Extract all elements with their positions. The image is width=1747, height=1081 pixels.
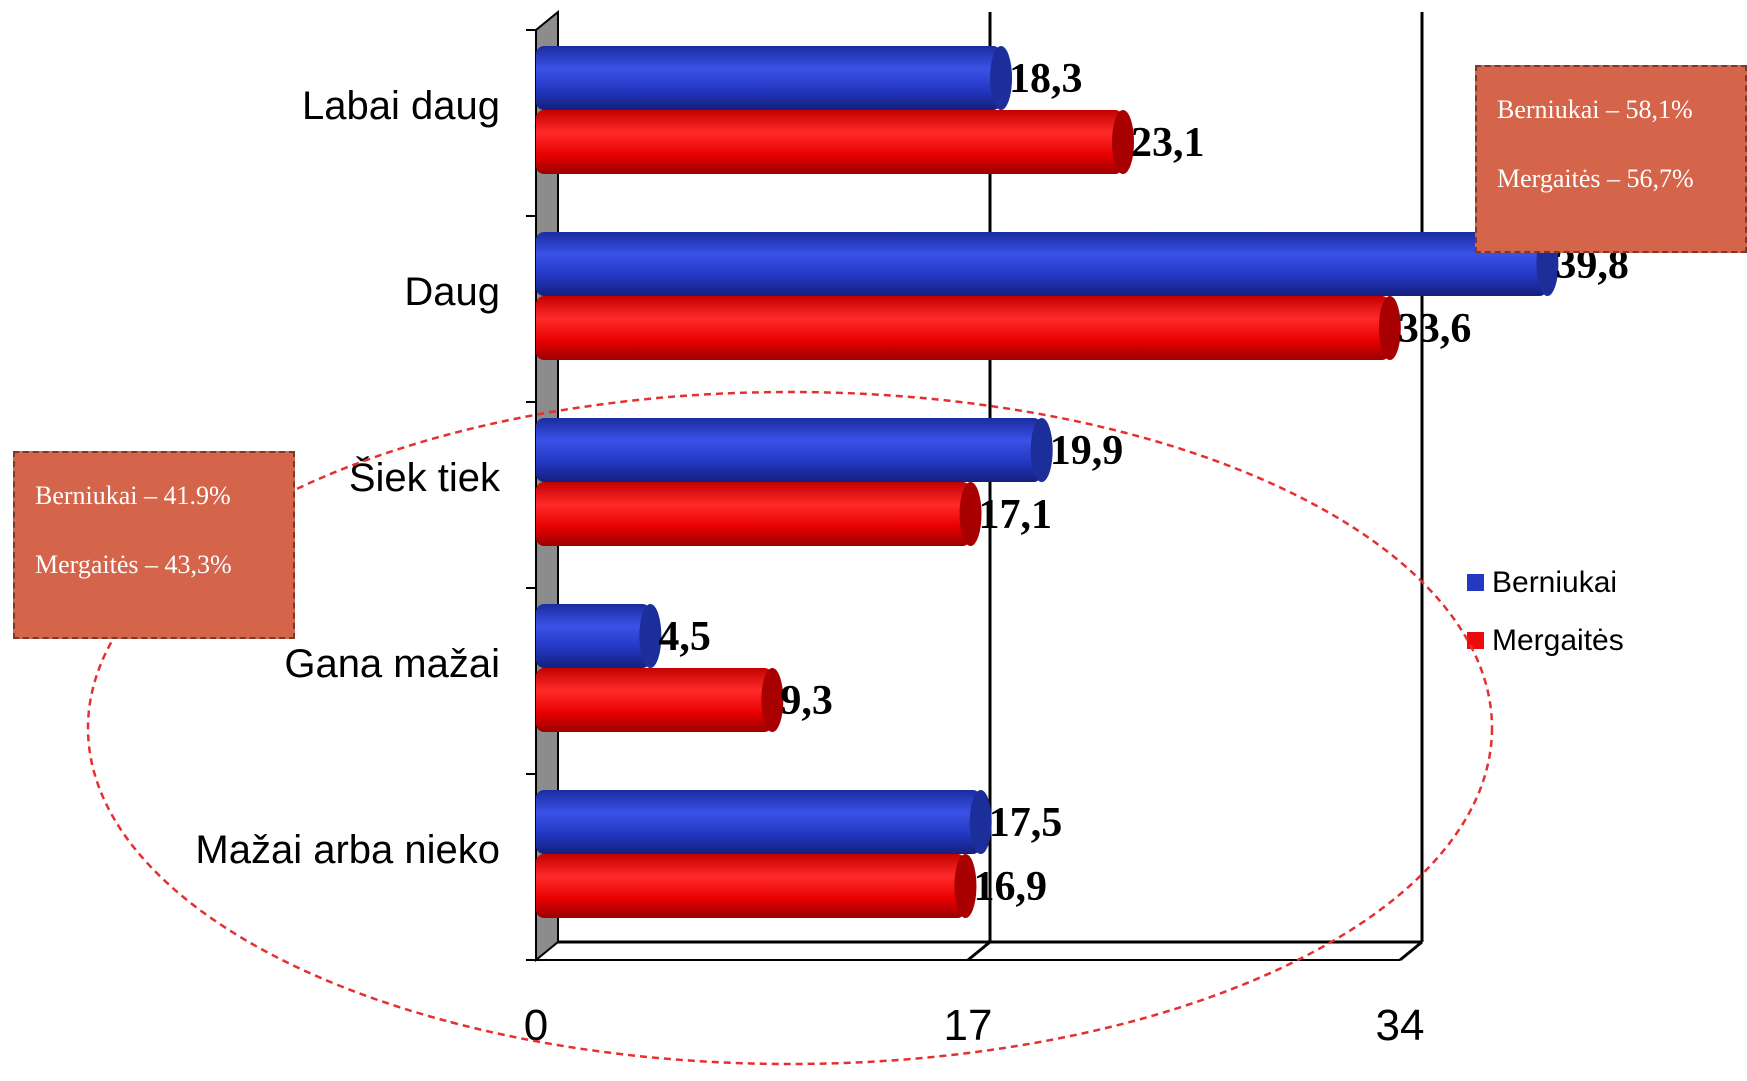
annotation-left-line1: Berniukai – 41.9% (35, 481, 231, 510)
x-tick-labels: 0 17 34 (524, 1001, 1425, 1050)
bar-cap-0-2 (1030, 418, 1053, 482)
bar-cap-1-2 (959, 482, 982, 546)
data-label-0-4: 17,5 (989, 800, 1062, 846)
bars (536, 46, 1559, 918)
legend: Berniukai Mergaitės (1467, 566, 1624, 657)
bar-1-2 (536, 482, 971, 546)
bar-cap-0-0 (990, 46, 1013, 110)
annotation-top-right-line1: Berniukai – 58,1% (1497, 95, 1693, 124)
bar-1-3 (536, 668, 773, 732)
bar-1-4 (536, 854, 966, 918)
axes (526, 29, 1423, 962)
legend-swatch-mergaites (1467, 632, 1484, 649)
data-label-1-2: 17,1 (979, 492, 1053, 538)
bar-cap-1-3 (761, 668, 784, 732)
annotation-box-top-right: Berniukai – 58,1% Mergaitės – 56,7% (1475, 65, 1747, 253)
annotation-top-right-line2: Mergaitės – 56,7% (1497, 164, 1694, 193)
x-tick-label-0: 0 (524, 1001, 548, 1050)
data-labels: 18,323,139,833,619,917,14,59,317,516,9 (658, 56, 1629, 910)
bar-cap-0-4 (969, 790, 992, 854)
data-label-1-3: 9,3 (780, 678, 833, 724)
bar-cap-0-3 (639, 604, 662, 668)
floor-connector-1 (967, 940, 991, 962)
bar-cap-1-0 (1112, 110, 1135, 174)
x-tick-label-1: 17 (944, 1001, 993, 1050)
legend-label-mergaites: Mergaitės (1492, 624, 1624, 657)
category-label-4: Mažai arba nieko (195, 828, 500, 872)
bar-cap-1-4 (954, 854, 977, 918)
legend-swatch-berniukai (1467, 574, 1484, 591)
category-labels: Labai daug Daug Šiek tiek Gana mažai Mažai a… (195, 84, 501, 872)
x-tick-label-2: 34 (1376, 1001, 1425, 1050)
bar-0-1 (536, 232, 1548, 296)
category-label-2: Šiek tiek (349, 455, 501, 500)
category-label-1: Daug (404, 270, 500, 314)
data-label-1-1: 33,6 (1398, 306, 1472, 352)
data-label-0-0: 18,3 (1009, 56, 1083, 102)
bar-0-3 (536, 604, 651, 668)
data-label-1-0: 23,1 (1131, 120, 1205, 166)
category-label-0: Labai daug (302, 84, 500, 128)
data-label-0-2: 19,9 (1050, 428, 1124, 474)
bar-1-0 (536, 110, 1124, 174)
floor-connector-2 (1399, 940, 1423, 962)
annotation-box-left: Berniukai – 41.9% Mergaitės – 43,3% (13, 451, 295, 639)
legend-label-berniukai: Berniukai (1492, 566, 1617, 599)
data-label-1-4: 16,9 (973, 864, 1046, 910)
data-label-0-3: 4,5 (658, 614, 711, 660)
bar-0-2 (536, 418, 1042, 482)
category-label-3: Gana mažai (284, 642, 500, 686)
bar-cap-1-1 (1378, 296, 1401, 360)
bar-1-1 (536, 296, 1390, 360)
bar-0-0 (536, 46, 1002, 110)
highlight-ellipse (86, 390, 1494, 1066)
bar-0-4 (536, 790, 981, 854)
annotation-left-line2: Mergaitės – 43,3% (35, 550, 232, 579)
